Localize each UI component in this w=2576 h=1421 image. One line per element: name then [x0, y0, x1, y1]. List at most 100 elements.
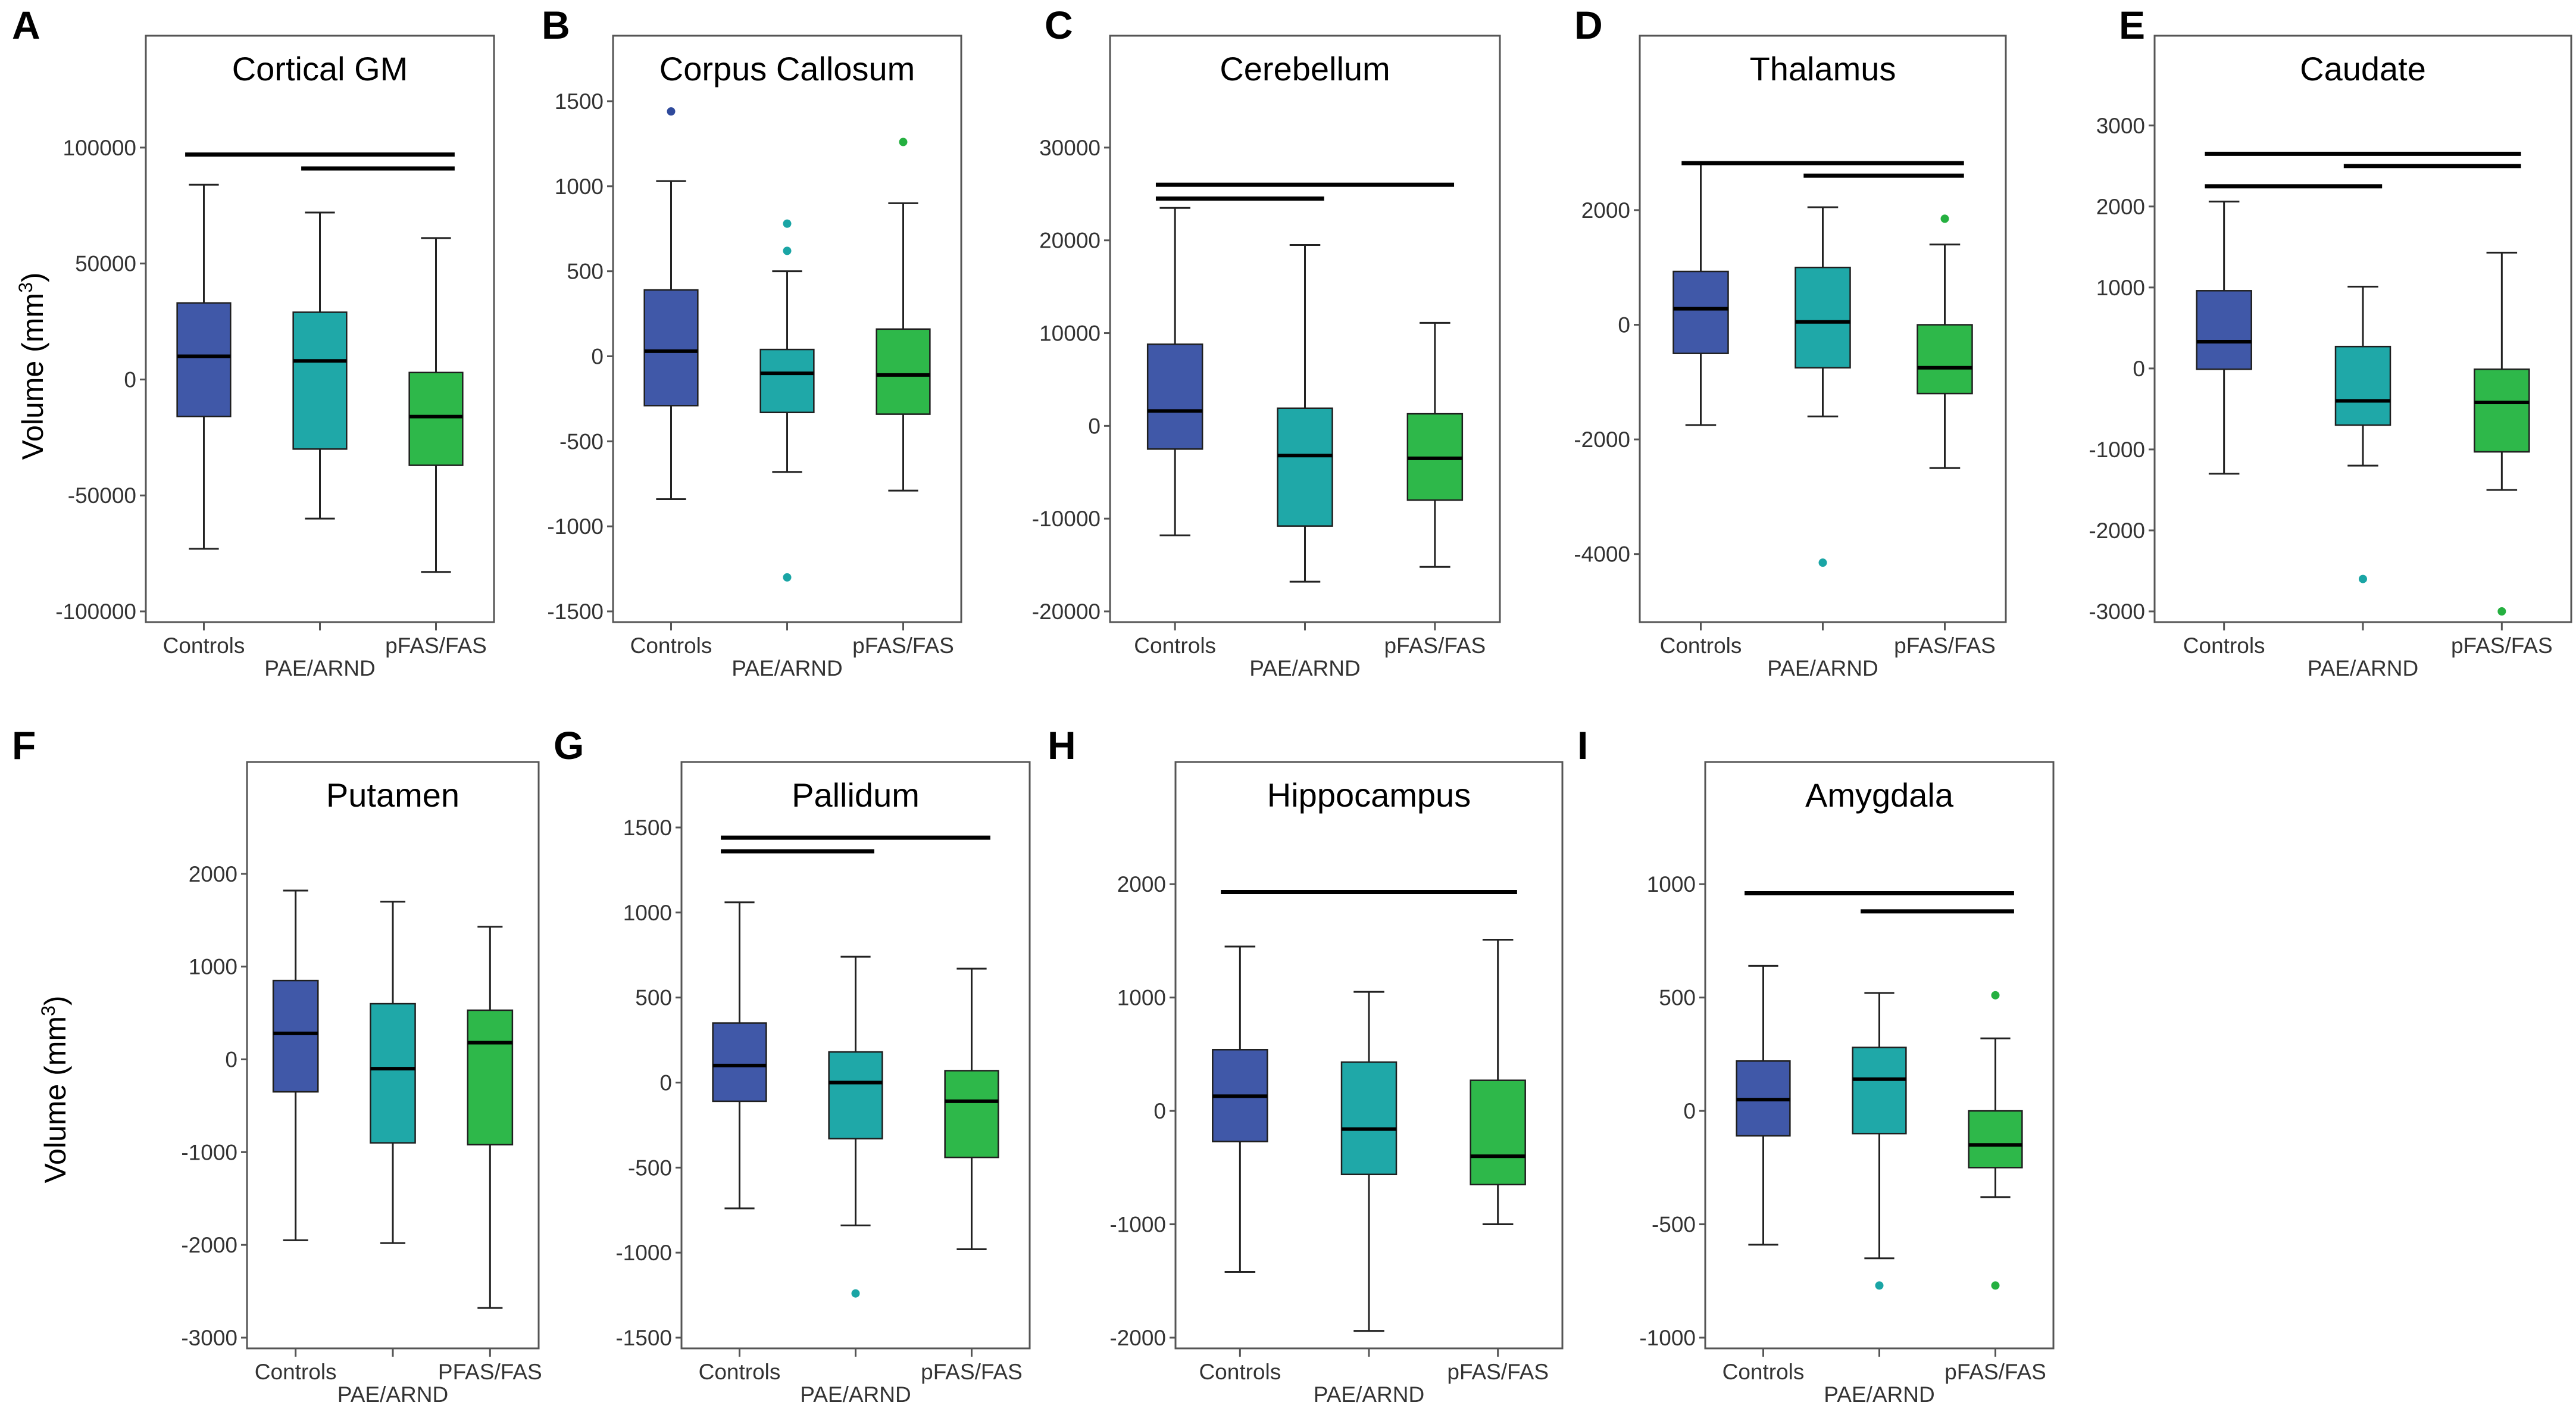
y-tick-label: 2000: [2096, 195, 2145, 219]
y-tick-label: 2000: [189, 862, 237, 886]
box-controls: [1672, 163, 1729, 426]
box-iqr: [876, 328, 931, 415]
panel-A: A Cortical GM -100000 -50000 0 50000 100000 Con…: [12, 3, 495, 680]
outlier-point: [1875, 1281, 1884, 1290]
x-tick-label: Controls: [1134, 633, 1216, 658]
box-pae-arnd: [1795, 206, 1851, 567]
x-tick-label: pFAS/FAS: [921, 1360, 1023, 1384]
box-iqr: [1795, 266, 1851, 369]
x-tick-label: pFAS/FAS: [1384, 633, 1486, 658]
box-pfas-fas: [1406, 321, 1464, 568]
y-tick-label: -1000: [181, 1140, 237, 1164]
box-iqr: [643, 289, 699, 407]
box-controls: [643, 107, 699, 500]
panel-label: E: [2119, 3, 2145, 47]
outlier-point: [783, 573, 792, 582]
y-tick-label: 0: [1153, 1099, 1166, 1123]
x-tick-label: Controls: [255, 1360, 337, 1384]
outlier-point: [899, 138, 908, 146]
box-pae-arnd: [370, 901, 416, 1244]
x-tick-label: pFAS/FAS: [1894, 633, 1996, 658]
y-tick-label: 1000: [1647, 872, 1696, 897]
y-tick-label: -2000: [1109, 1326, 1166, 1350]
panel-I: I Amygdala -1000 -500 0 500 1000 Controls PAE/AR…: [1577, 723, 2055, 1407]
box-iqr: [828, 1051, 883, 1140]
panel-label: I: [1577, 723, 1588, 767]
panel-title: Cortical GM: [232, 50, 408, 88]
panel-title: Caudate: [2300, 50, 2426, 88]
x-tick-label: PFAS/FAS: [438, 1360, 542, 1384]
box-pfas-fas: [2474, 251, 2530, 616]
y-tick-label: 50000: [75, 252, 136, 276]
y-tick-label: 0: [124, 367, 136, 392]
box-iqr: [759, 348, 815, 414]
panel-C: C Cerebellum -20000 -10000 0 10000 20000 30000 C…: [1032, 3, 1501, 680]
panel-label: C: [1045, 3, 1073, 47]
box-iqr: [272, 979, 319, 1093]
y-tick-label: -3000: [181, 1326, 237, 1350]
y-tick-label: 0: [225, 1048, 237, 1072]
box-iqr: [467, 1009, 514, 1146]
box-pfas-fas: [1968, 991, 2023, 1290]
box-pfas-fas: [1470, 939, 1526, 1226]
y-tick-label: -2000: [1574, 427, 1630, 452]
y-tick-label: -10000: [1032, 507, 1101, 531]
box-iqr: [1146, 343, 1203, 450]
box-pae-arnd: [2334, 286, 2391, 583]
x-tick-label: PAE/ARND: [337, 1382, 448, 1407]
box-pfas-fas: [408, 237, 464, 573]
y-tick-label: -500: [1652, 1213, 1696, 1237]
panel-title: Hippocampus: [1267, 776, 1471, 814]
outlier-point: [667, 107, 676, 116]
box-pae-arnd: [1277, 244, 1333, 583]
y-tick-label: 1000: [555, 174, 604, 199]
x-tick-label: Controls: [2183, 633, 2265, 658]
box-iqr: [1917, 324, 1973, 395]
y-tick-label: -100000: [55, 599, 136, 624]
y-tick-label: 1500: [555, 89, 604, 114]
box-iqr: [2474, 368, 2530, 453]
panel-E: E Caudate -3000 -2000 -1000 0 1000 2000 3000 Cont…: [2089, 3, 2572, 680]
y-tick-label: 0: [1088, 414, 1101, 438]
y-tick-label: 500: [567, 260, 604, 284]
y-tick-label: 100000: [63, 136, 136, 160]
outlier-point: [783, 246, 792, 255]
x-tick-label: pFAS/FAS: [2451, 633, 2553, 658]
y-tick-label: 2000: [1581, 198, 1630, 223]
panel-title: Cerebellum: [1220, 50, 1390, 88]
y-tick-label: -500: [559, 429, 604, 454]
panel-G: G Pallidum -1500 -1000 -500 0 500 1000 1500 Contr…: [554, 723, 1031, 1407]
panel-label: G: [554, 723, 584, 767]
y-tick-label: -20000: [1032, 599, 1101, 624]
box-iqr: [408, 371, 464, 466]
panel-title: Thalamus: [1750, 50, 1896, 88]
box-controls: [2196, 201, 2252, 475]
box-controls: [272, 889, 319, 1241]
box-iqr: [1340, 1061, 1398, 1176]
x-tick-label: pFAS/FAS: [385, 633, 487, 658]
outlier-point: [851, 1289, 860, 1298]
y-tick-label: 1000: [2096, 276, 2145, 300]
y-tick-label: -1500: [547, 599, 604, 624]
outlier-point: [2359, 574, 2367, 583]
box-pfas-fas: [1917, 214, 1973, 469]
y-tick-label: 1000: [189, 955, 237, 979]
y-tick-label: 0: [1618, 313, 1630, 338]
y-tick-label: -50000: [68, 483, 136, 508]
box-controls: [712, 901, 767, 1210]
x-tick-label: pFAS/FAS: [1447, 1360, 1549, 1384]
x-tick-label: Controls: [1660, 633, 1742, 658]
x-tick-label: PAE/ARND: [800, 1382, 911, 1407]
box-iqr: [1672, 270, 1729, 354]
box-iqr: [1968, 1110, 2023, 1169]
outlier-point: [1940, 214, 1949, 223]
x-tick-label: PAE/ARND: [2308, 656, 2418, 680]
y-tick-label: 0: [659, 1071, 672, 1095]
box-iqr: [292, 311, 348, 450]
y-axis-label-bottom: Volume (mm3): [37, 995, 72, 1183]
y-tick-label: 1000: [1117, 986, 1166, 1010]
box-controls: [176, 183, 232, 550]
y-tick-label: -1000: [547, 514, 604, 539]
y-tick-label: -1000: [615, 1241, 672, 1265]
